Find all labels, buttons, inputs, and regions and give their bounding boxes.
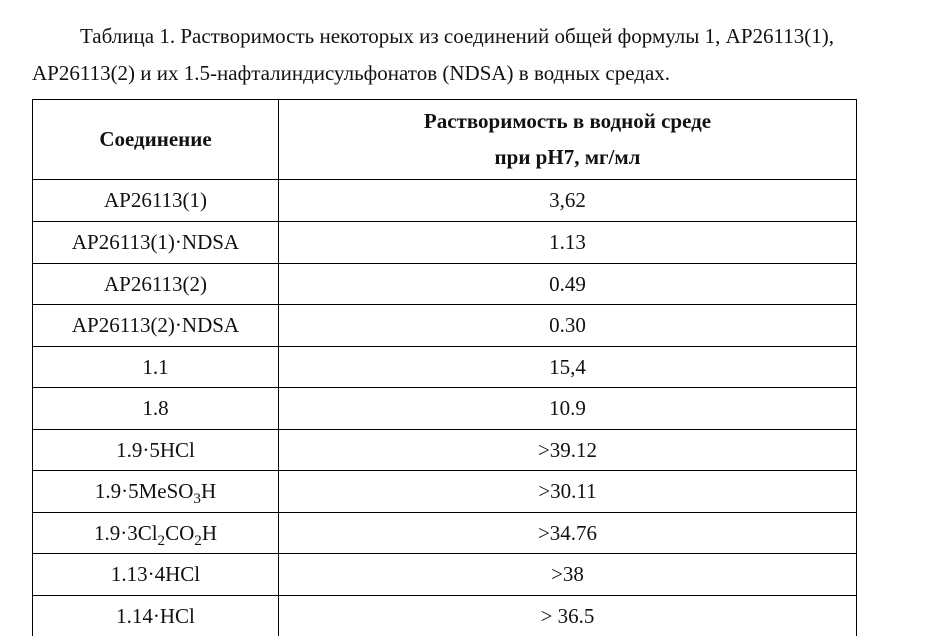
table-row: 1.9·3Cl2CO2H>34.76 — [33, 512, 857, 554]
cell-value: > 36.5 — [279, 595, 857, 636]
cell-compound: 1.14·HCl — [33, 595, 279, 636]
cell-value: 1.13 — [279, 222, 857, 264]
table-row: AP26113(2)·NDSA0.30 — [33, 305, 857, 347]
table-caption-line1: Таблица 1. Растворимость некоторых из со… — [32, 20, 912, 53]
cell-compound: AP26113(1) — [33, 180, 279, 222]
table-row: AP26113(2)0.49 — [33, 263, 857, 305]
cell-compound: 1.8 — [33, 388, 279, 430]
table-row: AP26113(1)3,62 — [33, 180, 857, 222]
cell-value: 15,4 — [279, 346, 857, 388]
cell-compound: AP26113(2)·NDSA — [33, 305, 279, 347]
cell-compound: 1.1 — [33, 346, 279, 388]
cell-value: >39.12 — [279, 429, 857, 471]
header-value-line2: при pH7, мг/мл — [495, 145, 641, 169]
cell-value: 3,62 — [279, 180, 857, 222]
cell-compound: 1.9·5HCl — [33, 429, 279, 471]
table-row: 1.115,4 — [33, 346, 857, 388]
cell-compound: AP26113(2) — [33, 263, 279, 305]
header-value-line1: Растворимость в водной среде — [424, 109, 711, 133]
table-body: AP26113(1)3,62AP26113(1)·NDSA1.13AP26113… — [33, 180, 857, 636]
solubility-table: Соединение Растворимость в водной среде … — [32, 99, 857, 636]
header-value: Растворимость в водной среде при pH7, мг… — [279, 100, 857, 180]
cell-value: 0.30 — [279, 305, 857, 347]
page: Таблица 1. Растворимость некоторых из со… — [0, 0, 944, 636]
header-compound: Соединение — [33, 100, 279, 180]
cell-value: >30.11 — [279, 471, 857, 513]
cell-value: >34.76 — [279, 512, 857, 554]
table-row: AP26113(1)·NDSA1.13 — [33, 222, 857, 264]
table-row: 1.13·4HCl>38 — [33, 554, 857, 596]
table-row: 1.14·HCl> 36.5 — [33, 595, 857, 636]
cell-compound: 1.9·5MeSO3H — [33, 471, 279, 513]
cell-value: >38 — [279, 554, 857, 596]
table-row: 1.810.9 — [33, 388, 857, 430]
cell-value: 0.49 — [279, 263, 857, 305]
cell-value: 10.9 — [279, 388, 857, 430]
table-header-row: Соединение Растворимость в водной среде … — [33, 100, 857, 180]
table-row: 1.9·5HCl>39.12 — [33, 429, 857, 471]
cell-compound: AP26113(1)·NDSA — [33, 222, 279, 264]
table-row: 1.9·5MeSO3H>30.11 — [33, 471, 857, 513]
cell-compound: 1.9·3Cl2CO2H — [33, 512, 279, 554]
cell-compound: 1.13·4HCl — [33, 554, 279, 596]
table-caption-line2: AP26113(2) и их 1.5-нафталиндисульфонато… — [32, 57, 912, 90]
